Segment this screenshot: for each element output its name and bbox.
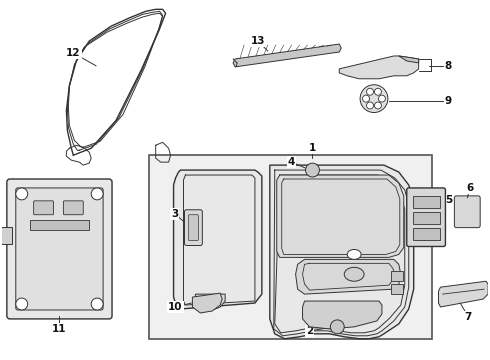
Bar [413,228,441,239]
Polygon shape [339,56,418,79]
Circle shape [330,320,344,334]
Text: 9: 9 [445,96,452,105]
Bar [413,212,441,224]
Text: 3: 3 [171,209,178,219]
Bar [149,155,432,339]
Circle shape [374,102,381,109]
Text: 10: 10 [168,302,183,312]
FancyBboxPatch shape [34,201,53,215]
Polygon shape [295,260,401,294]
Polygon shape [193,293,222,313]
FancyBboxPatch shape [16,188,103,310]
Bar [30,220,89,230]
Circle shape [367,88,373,95]
Text: 1: 1 [309,143,316,153]
Text: 8: 8 [445,61,452,71]
Circle shape [367,102,373,109]
Ellipse shape [344,267,364,281]
FancyBboxPatch shape [189,215,198,240]
Polygon shape [233,44,341,67]
Text: 4: 4 [288,157,295,167]
Text: 5: 5 [445,195,452,205]
Bar [0,227,12,244]
Bar [413,196,441,208]
Circle shape [91,188,103,200]
Circle shape [374,88,381,95]
Polygon shape [277,175,404,257]
Polygon shape [196,294,225,309]
Polygon shape [439,281,488,307]
Bar [391,284,403,294]
Circle shape [91,298,103,310]
Polygon shape [270,165,414,339]
Polygon shape [173,170,262,309]
FancyBboxPatch shape [63,201,83,215]
Text: 7: 7 [465,312,472,322]
Ellipse shape [347,249,361,260]
FancyBboxPatch shape [184,210,202,246]
Circle shape [306,163,319,177]
Bar [391,271,403,281]
FancyBboxPatch shape [454,196,480,228]
Circle shape [360,85,388,113]
FancyBboxPatch shape [407,188,445,247]
Text: 12: 12 [66,48,80,58]
Text: 13: 13 [251,36,265,46]
Circle shape [16,188,28,200]
Polygon shape [399,56,418,63]
Circle shape [378,95,386,102]
Text: 6: 6 [466,183,474,193]
FancyBboxPatch shape [7,179,112,319]
Circle shape [16,298,28,310]
Text: 11: 11 [52,324,67,334]
Text: 2: 2 [306,326,313,336]
Polygon shape [302,301,382,329]
Circle shape [363,95,369,102]
